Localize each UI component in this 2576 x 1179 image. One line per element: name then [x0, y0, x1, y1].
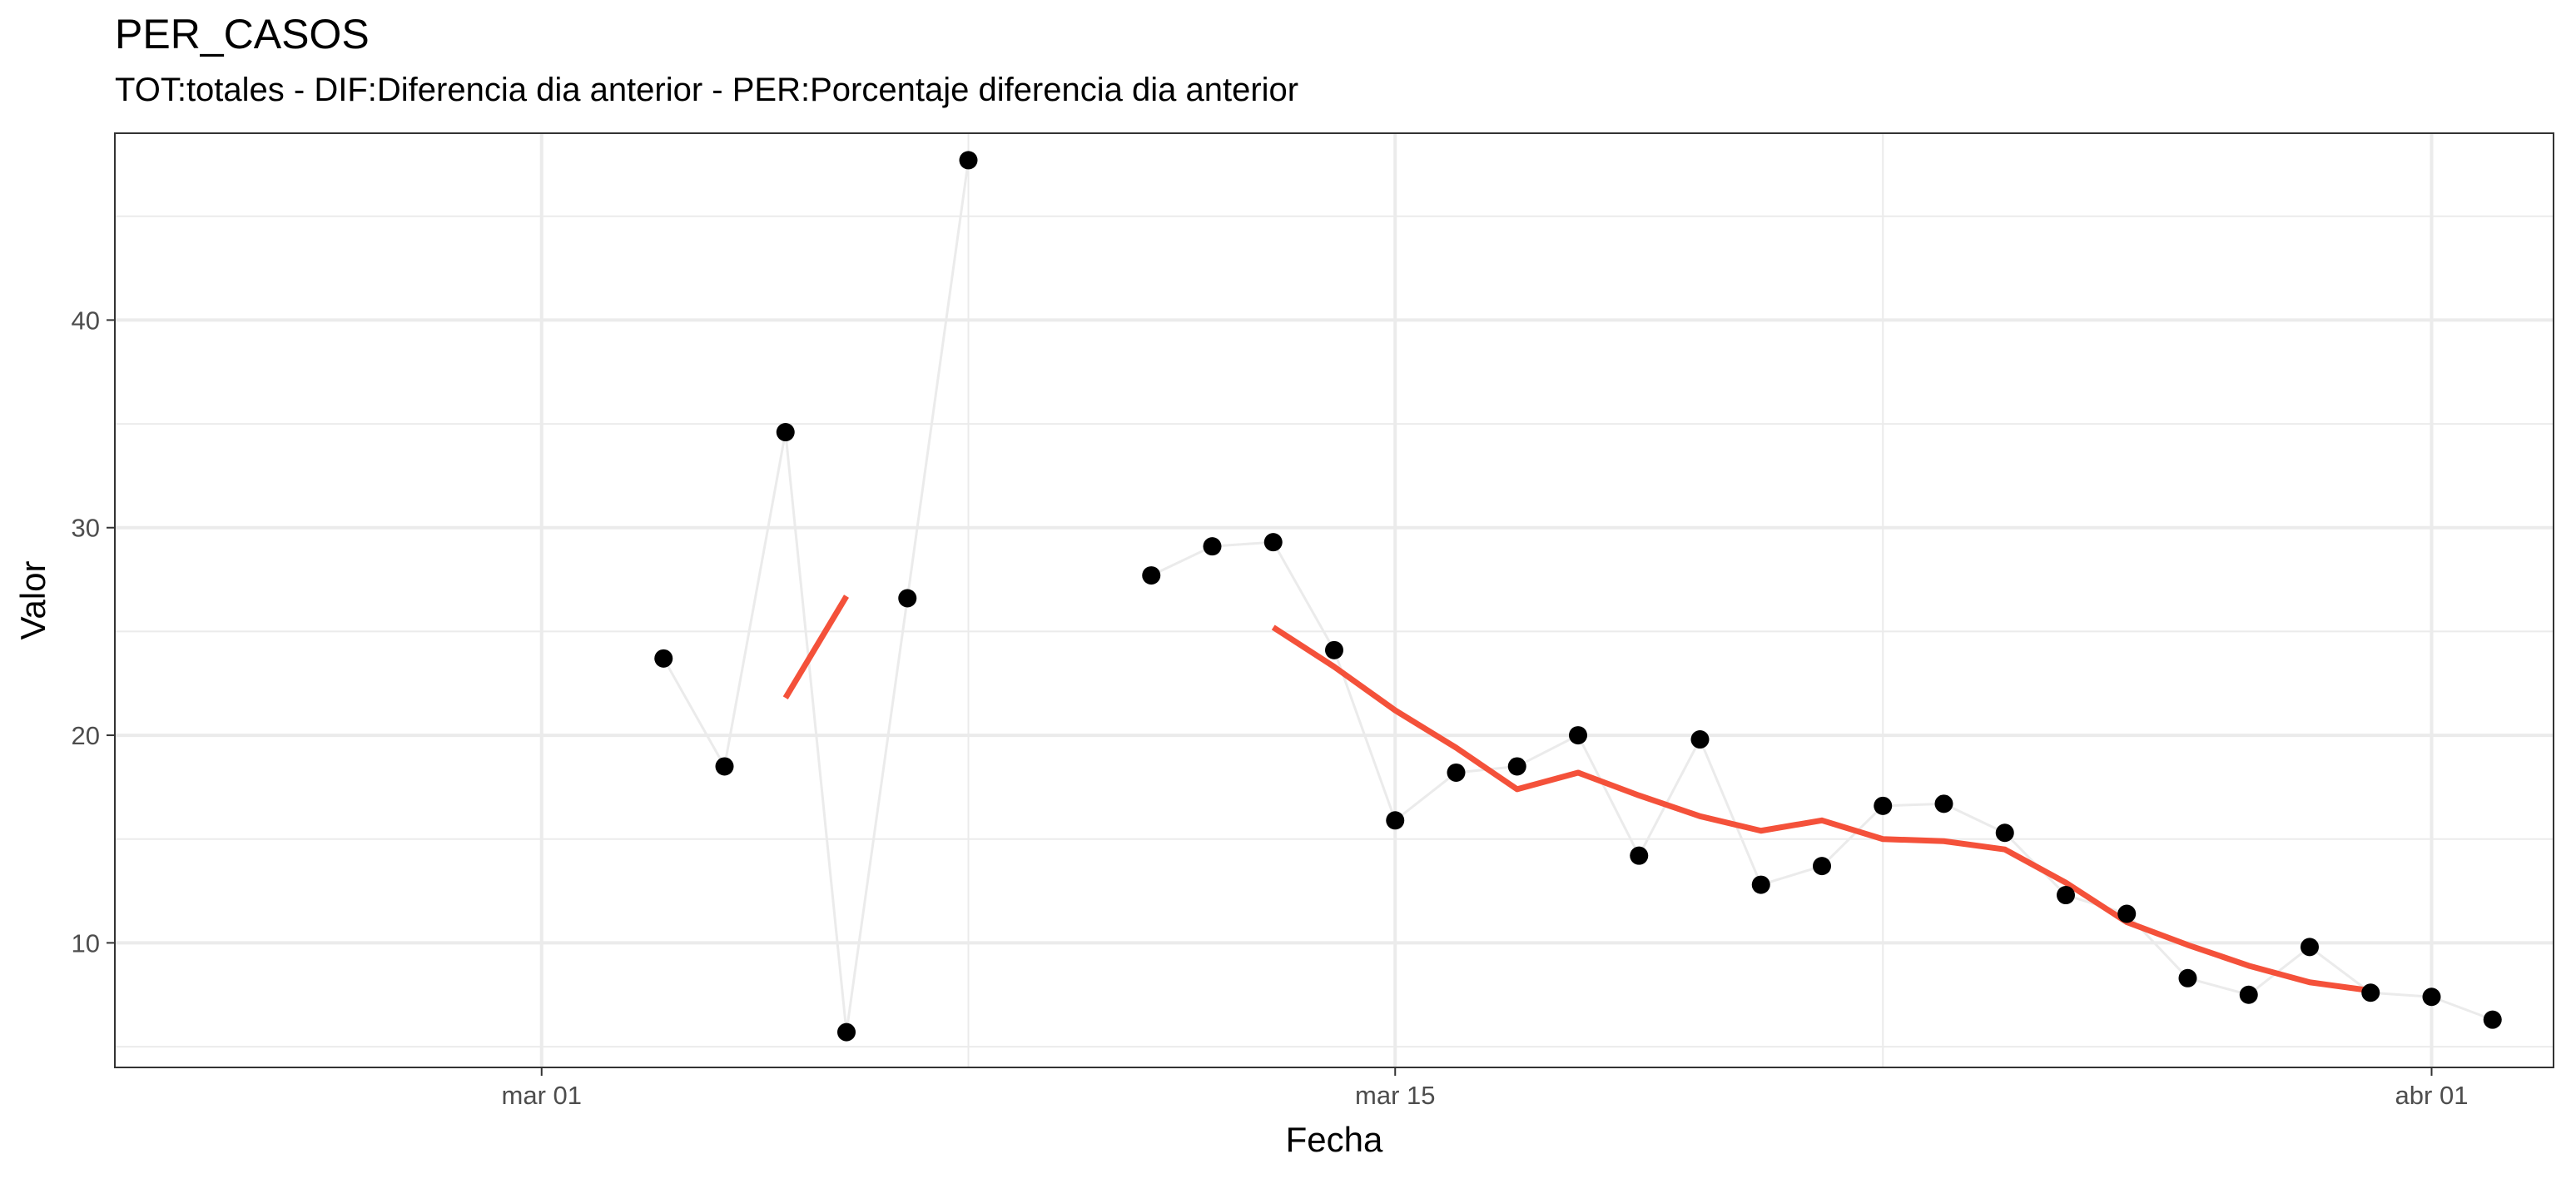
y-tick-label: 30 — [72, 514, 100, 543]
data-point — [1690, 730, 1710, 749]
data-point — [959, 151, 978, 170]
y-axis: 10 20 30 40 — [72, 306, 115, 958]
data-point — [1386, 811, 1405, 830]
data-point — [2239, 985, 2258, 1004]
data-point — [1263, 533, 1283, 552]
x-tick-label: abr 01 — [2395, 1081, 2469, 1110]
data-point — [2422, 987, 2441, 1007]
data-point — [898, 589, 917, 608]
trend-line-segment — [782, 594, 850, 699]
data-point — [2361, 983, 2380, 1002]
x-tick-label: mar 01 — [502, 1081, 582, 1110]
trend-line-segment — [1271, 624, 2371, 994]
data-point — [654, 649, 673, 668]
plot-panel-border — [114, 132, 2554, 1068]
data-point — [1507, 757, 1526, 776]
data-point — [1934, 794, 1953, 813]
data-point — [1995, 823, 2014, 843]
data-point — [2301, 938, 2319, 957]
data-point — [1203, 537, 1222, 556]
data-point — [2178, 968, 2197, 987]
x-axis-title: Fecha — [1286, 1120, 1383, 1159]
data-point — [1447, 763, 1466, 782]
data-point — [1630, 846, 1649, 865]
data-point — [2117, 904, 2137, 923]
y-tick-label: 40 — [72, 306, 100, 335]
data-point — [715, 757, 734, 776]
y-tick-label: 20 — [72, 721, 100, 750]
chart-subtitle: TOT:totales - DIF:Diferencia dia anterio… — [115, 72, 1299, 108]
data-point — [2483, 1010, 2502, 1029]
raw-series-segment — [662, 160, 970, 1034]
data-point — [1569, 726, 1587, 745]
data-point — [1751, 875, 1770, 894]
data-point — [1142, 566, 1161, 585]
chart-title: PER_CASOS — [115, 11, 370, 57]
data-point — [776, 423, 795, 442]
y-tick-label: 10 — [72, 928, 100, 958]
x-axis: mar 01 mar 15 abr 01 — [502, 1067, 2469, 1110]
plot-panel-background — [115, 133, 2554, 1067]
data-point — [1874, 796, 1893, 815]
data-point — [837, 1022, 856, 1042]
y-axis-title: Valor — [13, 561, 52, 640]
x-tick-label: mar 15 — [1355, 1081, 1435, 1110]
grid-major — [115, 133, 2554, 1067]
data-point — [2057, 886, 2075, 905]
trend-lines — [782, 594, 2371, 994]
data-points — [654, 151, 2502, 1042]
data-point — [1813, 857, 1831, 876]
data-point — [1325, 640, 1343, 659]
